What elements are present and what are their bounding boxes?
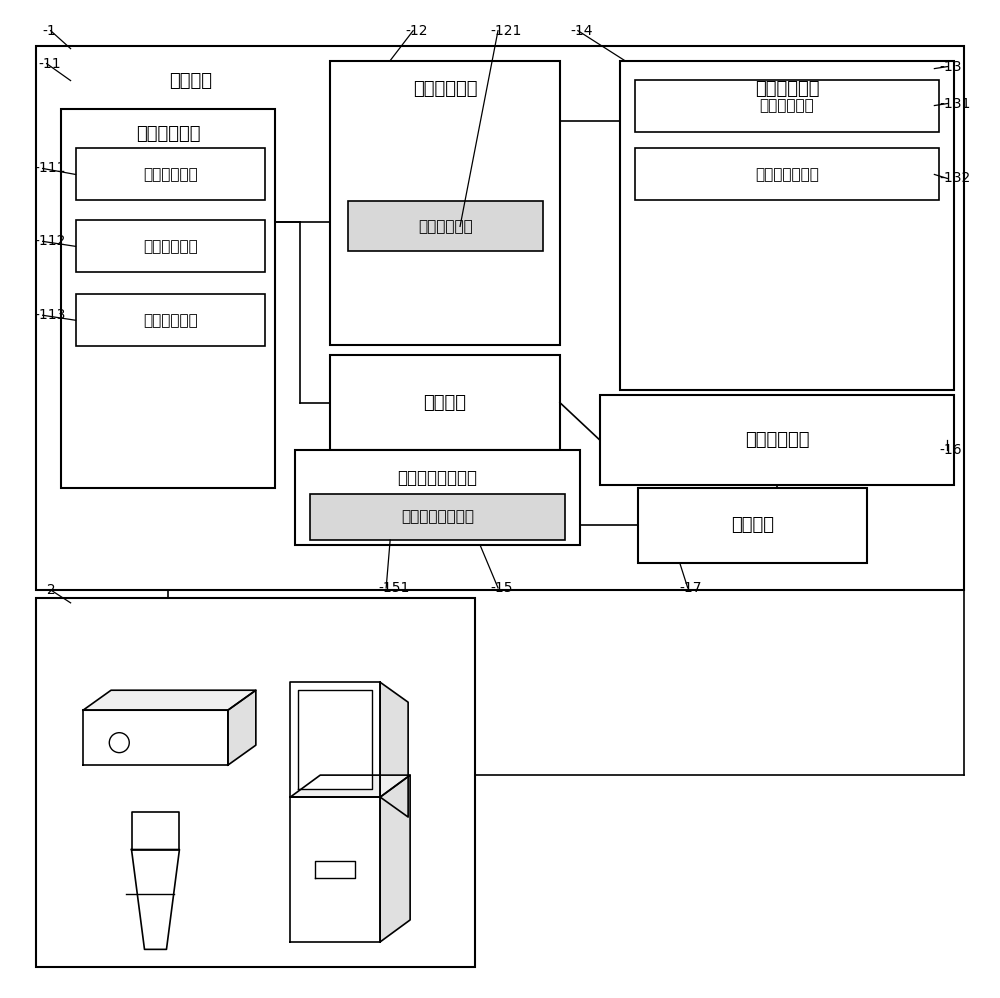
Polygon shape [298, 691, 372, 789]
Text: 问题排查单元: 问题排查单元 [418, 219, 473, 234]
Bar [76, 149, 265, 201]
Text: 问题排查模块: 问题排查模块 [413, 80, 477, 98]
Text: 第三获取单元: 第三获取单元 [143, 312, 198, 327]
Text: -131: -131 [939, 97, 971, 111]
Text: -14: -14 [570, 24, 592, 38]
Text: 设备预设定单元: 设备预设定单元 [755, 167, 819, 182]
Polygon shape [290, 797, 380, 942]
Polygon shape [132, 849, 179, 949]
Text: 设备操控单元: 设备操控单元 [760, 98, 814, 113]
Text: 数据地址验证单元: 数据地址验证单元 [401, 509, 474, 525]
Bar [638, 488, 867, 563]
Bar [620, 61, 954, 390]
Text: -13: -13 [939, 60, 962, 74]
Text: 数据获取模块: 数据获取模块 [136, 125, 200, 143]
Text: 分类匹配模块: 分类匹配模块 [745, 431, 809, 449]
Bar [330, 355, 560, 450]
Text: -15: -15 [490, 581, 513, 595]
Text: 设备操控模块: 设备操控模块 [755, 80, 819, 98]
Polygon shape [83, 711, 228, 765]
Text: -121: -121 [490, 24, 521, 38]
Polygon shape [132, 811, 179, 849]
Text: -132: -132 [939, 172, 971, 186]
Polygon shape [315, 861, 355, 878]
Bar [348, 202, 543, 251]
Bar [76, 294, 265, 346]
Bar [310, 494, 565, 540]
Bar [76, 221, 265, 272]
Text: -111: -111 [35, 162, 66, 176]
Text: -113: -113 [35, 308, 66, 322]
Polygon shape [380, 775, 410, 942]
Text: -12: -12 [405, 24, 428, 38]
Bar [600, 395, 954, 485]
Text: 数据地址处理模块: 数据地址处理模块 [398, 469, 478, 487]
Bar [36, 598, 475, 967]
Polygon shape [83, 691, 256, 711]
Text: 存储模块: 存储模块 [424, 393, 467, 411]
Bar [330, 61, 560, 345]
Polygon shape [380, 683, 408, 817]
Polygon shape [228, 691, 256, 765]
Text: 第二获取单元: 第二获取单元 [143, 239, 198, 253]
Text: -1: -1 [43, 24, 56, 38]
Bar [635, 149, 939, 201]
Bar [61, 109, 275, 488]
Text: 第一获取单元: 第一获取单元 [143, 167, 198, 182]
Text: 验证模块: 验证模块 [731, 516, 774, 535]
Polygon shape [290, 775, 410, 797]
Text: -16: -16 [939, 443, 962, 457]
Bar [295, 450, 580, 545]
Text: -11: -11 [39, 57, 61, 71]
Text: -151: -151 [378, 581, 410, 595]
Text: -112: -112 [35, 235, 66, 249]
Text: -2: -2 [43, 583, 56, 597]
Text: 处理系统: 处理系统 [169, 72, 212, 90]
Polygon shape [290, 683, 380, 797]
Text: -17: -17 [680, 581, 702, 595]
Bar [635, 80, 939, 132]
Bar [36, 46, 964, 590]
